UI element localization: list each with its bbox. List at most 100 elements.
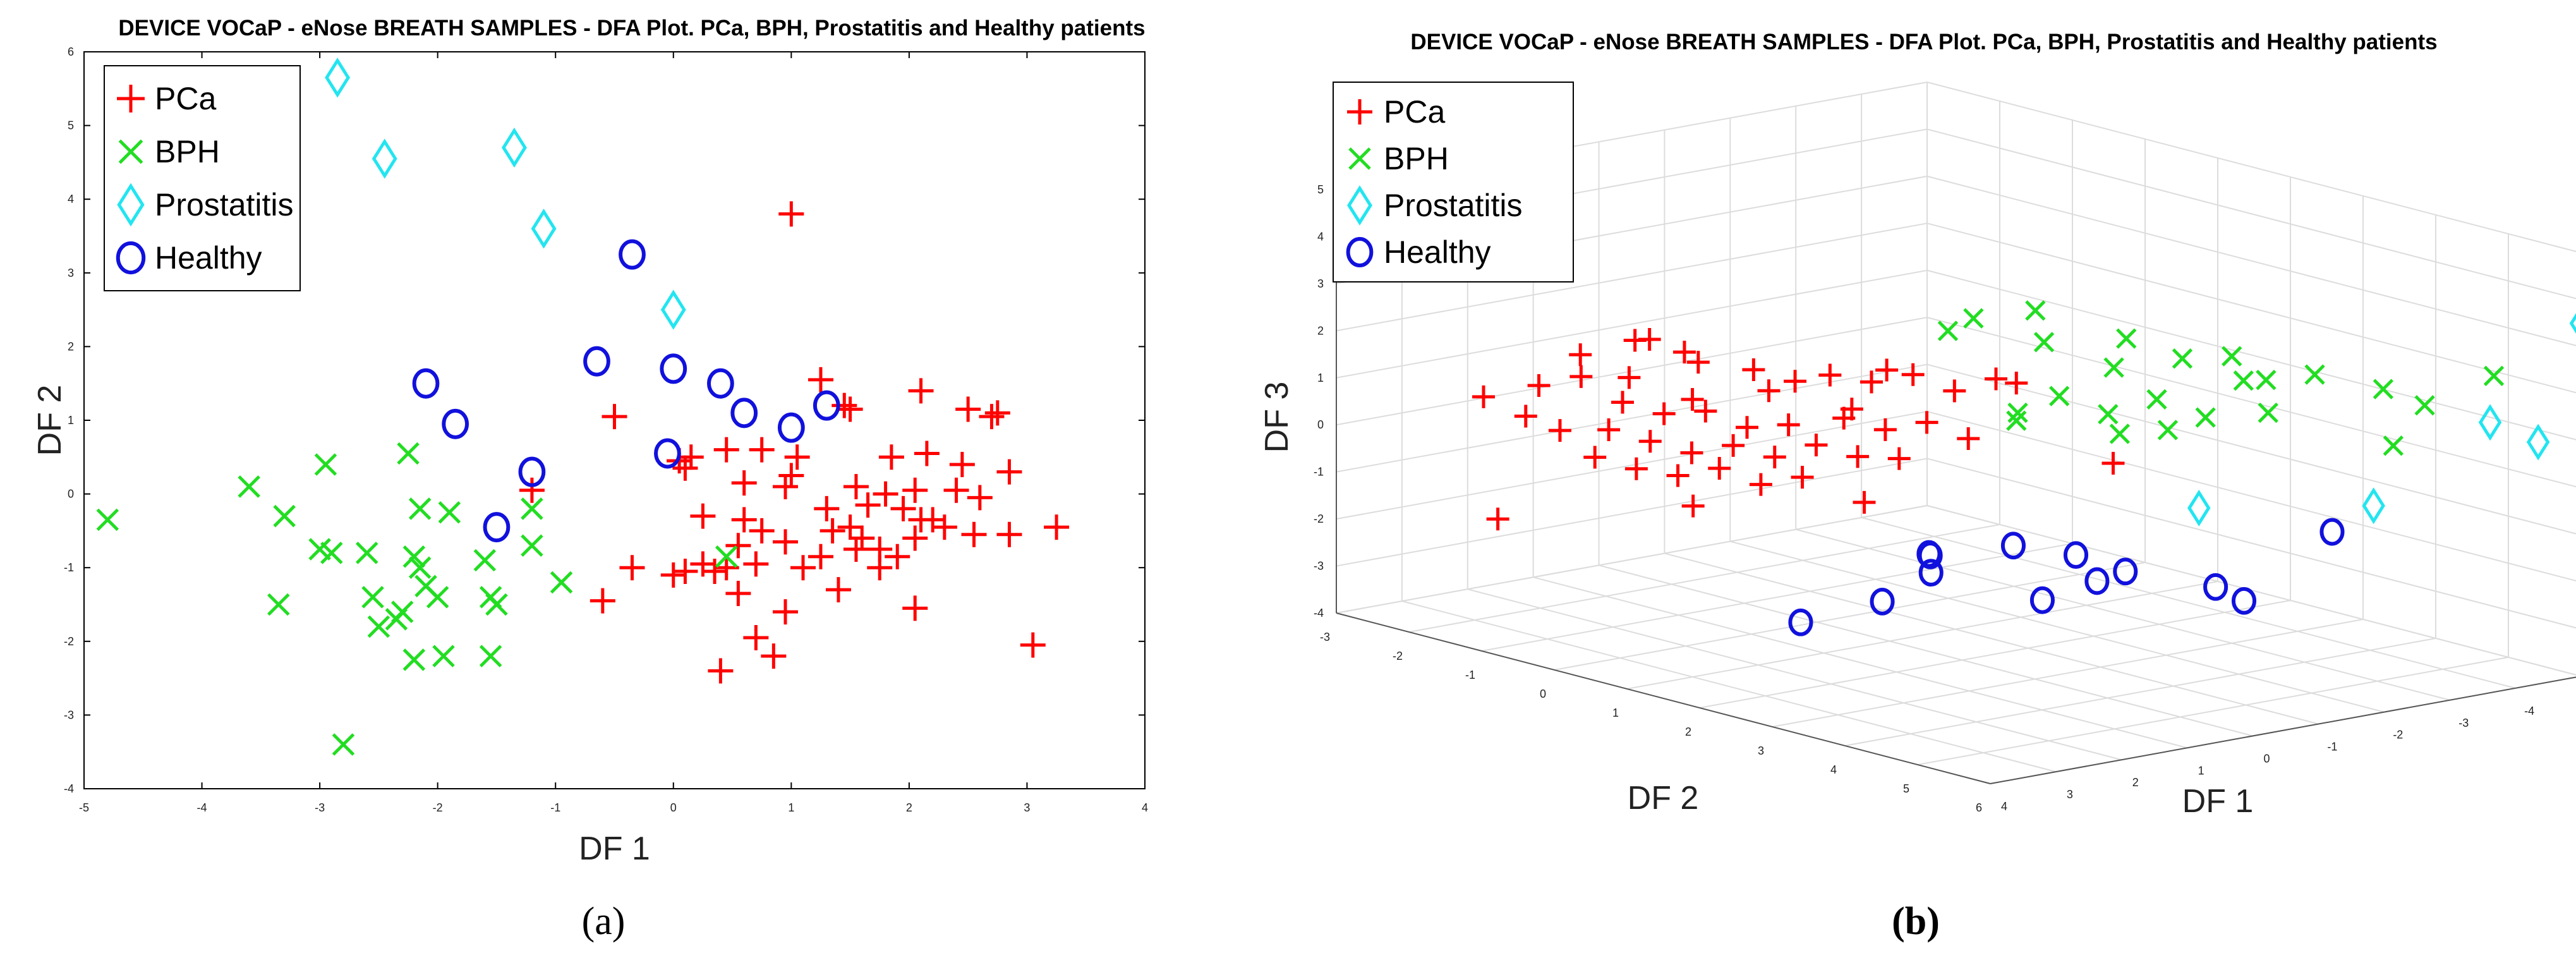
chart-b-point-healthy [1916,540,1942,568]
chart-a-point-pca [690,503,716,529]
chart-b-point-pca [2101,452,2125,475]
chart-b-gridline [1926,175,2576,346]
chart-a-point-pca [713,555,739,581]
chart-b-gridline [1926,222,2576,394]
chart-a-point-bph [314,453,337,476]
chart-b-gridline [1664,552,2319,725]
chart-b-point-healthy [1788,608,1813,636]
chart-a-legend: PCa BPH Prostatitis Healthy [104,65,301,291]
chart-b-point-prostatitis [2187,489,2211,526]
chart-a-legend-label-pca: PCa [155,81,216,116]
chart-a-point-bph [521,534,543,557]
chart-panel-a: DEVICE VOCaP - eNose BREATH SAMPLES - DF… [0,0,1238,960]
chart-a-point-healthy [583,346,610,377]
chart-a-point-healthy [483,512,511,543]
chart-a-point-pca [672,455,698,481]
chart-a-point-healthy [660,353,687,384]
chart-a-point-pca [749,437,775,463]
chart-b-point-bph [2383,435,2404,456]
chart-b-ztick-label: 4 [1317,230,1324,243]
chart-b-gridline [1699,600,2291,708]
chart-b-point-healthy [2319,518,2345,546]
chart-b-ytick-label: 6 [1976,801,1982,814]
chart-a-point-pca [902,477,928,503]
chart-b-point-prostatitis [2569,313,2576,334]
chart-b-point-pca [1611,391,1634,414]
chart-b-ztick-label: 2 [1317,324,1324,337]
chart-a-caption: (a) [582,900,626,943]
chart-a-point-pca [678,444,704,470]
chart-b-point-healthy [2000,532,2026,560]
chart-b-point-pca [1784,370,1807,393]
chart-a-ytick-label: 2 [68,340,74,353]
chart-a-point-pca [831,392,857,418]
chart-b-legend-marker-bph [1348,147,1371,170]
chart-b-point-pca [1805,434,1828,457]
chart-b-point-pca [1736,416,1758,439]
chart-b-ytick-label: 3 [1758,744,1764,757]
chart-a-point-healthy [813,390,840,421]
chart-a-point-bph [438,501,461,524]
chart-a-point-bph [479,645,502,667]
chart-b-xtick-label: 4 [2001,800,2007,813]
chart-b-ztick-label: 1 [1317,372,1324,384]
chart-a-point-bph [361,586,384,609]
chart-b-ztick-label: -2 [1314,513,1324,525]
chart-b-point-pca [1618,366,1641,389]
chart-b-point-pca [1840,398,1863,421]
chart-b-point-bph [2233,370,2254,391]
chart-b-xtick-label: -2 [2393,729,2403,741]
chart-b-point-healthy [2203,573,2228,601]
chart-a-point-pca [725,533,751,559]
chart-b-axis-df2 [1336,612,1991,784]
chart-a-point-pca [778,201,804,227]
chart-a-point-pca [1020,632,1046,658]
chart-b-point-prostatitis [2478,404,2502,441]
chart-a-point-pca [743,551,769,577]
chart-b-point-bph [2373,379,2394,399]
chart-a-point-pca [890,495,916,521]
chart-b-point-pca [1757,379,1781,403]
chart-b-point-pca [1638,328,1661,351]
chart-b-point-pca [1624,457,1648,480]
chart-a-legend-marker-healthy [116,241,146,275]
chart-a-point-pca [807,544,833,569]
chart-b-point-bph [2098,404,2119,425]
chart-a-point-bph [550,571,573,594]
chart-a-xtick-label: -4 [197,801,207,814]
chart-a-point-pca [773,473,799,499]
chart-a-ytick-label: 1 [68,414,74,427]
chart-a-legend-label-prostatitis: Prostatitis [155,187,294,222]
chart-a-xtick-label: 4 [1142,801,1148,814]
chart-b-gridline [1336,458,1928,567]
chart-b-legend-marker-healthy [1346,237,1374,267]
chart-b-point-bph [2222,346,2242,367]
chart-b-point-pca [1722,434,1745,457]
chart-a-ytick-label: 6 [68,46,74,58]
chart-b-point-pca [1569,365,1593,388]
chart-b-gridline [1917,657,2509,765]
chart-b-legend: PCa BPH Prostatitis Healthy [1333,82,1574,283]
chart-b-gridline [1926,411,2576,582]
chart-b-point-pca [1985,367,2007,391]
chart-b-gridline [1533,576,2187,749]
chart-b-point-pca [1472,385,1495,408]
chart-b-legend-label-pca: PCa [1384,94,1445,130]
chart-b-point-pca [1873,418,1897,441]
chart-a-point-prostatitis [325,58,351,98]
chart-b-zlabel: DF 3 [1259,382,1295,453]
chart-b-ztick-label: -1 [1314,466,1324,478]
chart-a-legend-label-healthy: Healthy [155,240,262,276]
chart-a-xtick-label: -1 [550,801,560,814]
chart-a-ytick-label: 5 [68,119,74,132]
chart-b-point-healthy [1918,559,1944,587]
chart-a-point-pca [885,544,910,569]
chart-a-point-bph [273,504,296,528]
chart-a-point-pca [590,588,615,614]
chart-a-point-pca [619,555,645,581]
chart-a-point-pca [602,404,627,430]
chart-b-point-bph [2483,365,2505,386]
chart-b-ytick-label: -1 [1465,669,1475,681]
chart-b-legend-label-healthy: Healthy [1384,234,1491,270]
chart-panel-b: -3-2-10123456-5-4-3-2-101234-4-3-2-10123… [1238,0,2576,960]
